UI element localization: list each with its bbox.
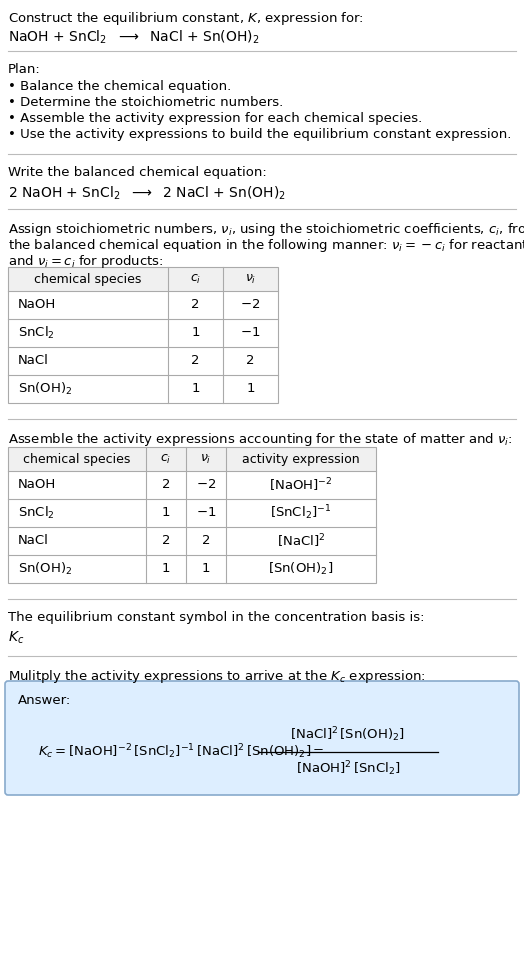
Text: 2: 2: [246, 354, 255, 367]
Text: 1: 1: [191, 326, 200, 340]
Text: $[\mathrm{NaOH}]^{-2}$: $[\mathrm{NaOH}]^{-2}$: [269, 477, 333, 494]
Text: Write the balanced chemical equation:: Write the balanced chemical equation:: [8, 166, 267, 179]
Text: 1: 1: [191, 383, 200, 395]
Text: • Determine the stoichiometric numbers.: • Determine the stoichiometric numbers.: [8, 96, 283, 109]
Text: $[\mathrm{NaOH}]^{2}\,[\mathrm{SnCl_2}]$: $[\mathrm{NaOH}]^{2}\,[\mathrm{SnCl_2}]$: [296, 760, 400, 778]
Text: Assemble the activity expressions accounting for the state of matter and $\nu_i$: Assemble the activity expressions accoun…: [8, 431, 512, 448]
Text: • Assemble the activity expression for each chemical species.: • Assemble the activity expression for e…: [8, 112, 422, 125]
Text: $c_i$: $c_i$: [190, 273, 201, 285]
Text: 1: 1: [162, 563, 170, 575]
Text: NaOH: NaOH: [18, 478, 56, 492]
Text: 1: 1: [246, 383, 255, 395]
Text: Answer:: Answer:: [18, 694, 71, 707]
Text: $\nu_i$: $\nu_i$: [200, 453, 212, 465]
Text: $[\mathrm{SnCl_2}]^{-1}$: $[\mathrm{SnCl_2}]^{-1}$: [270, 503, 332, 523]
Text: Sn(OH)$_2$: Sn(OH)$_2$: [18, 381, 72, 397]
Text: SnCl$_2$: SnCl$_2$: [18, 325, 55, 341]
Text: $[\mathrm{NaCl}]^{2}$: $[\mathrm{NaCl}]^{2}$: [277, 532, 325, 549]
Text: Assign stoichiometric numbers, $\nu_i$, using the stoichiometric coefficients, $: Assign stoichiometric numbers, $\nu_i$, …: [8, 221, 524, 238]
Text: NaOH + SnCl$_2$  $\longrightarrow$  NaCl + Sn(OH)$_2$: NaOH + SnCl$_2$ $\longrightarrow$ NaCl +…: [8, 29, 259, 46]
Bar: [8, 447, 376, 583]
Text: Plan:: Plan:: [8, 63, 41, 76]
Text: The equilibrium constant symbol in the concentration basis is:: The equilibrium constant symbol in the c…: [8, 611, 424, 624]
Text: 2: 2: [162, 535, 170, 547]
Text: Mulitply the activity expressions to arrive at the $K_c$ expression:: Mulitply the activity expressions to arr…: [8, 668, 426, 685]
Text: 2: 2: [191, 354, 200, 367]
Text: NaCl: NaCl: [18, 535, 49, 547]
Text: SnCl$_2$: SnCl$_2$: [18, 505, 55, 521]
Text: Construct the equilibrium constant, $K$, expression for:: Construct the equilibrium constant, $K$,…: [8, 10, 364, 27]
Bar: [8, 267, 278, 291]
Bar: [8, 267, 278, 403]
Text: chemical species: chemical species: [23, 453, 130, 465]
Text: $[\mathrm{NaCl}]^{2}\,[\mathrm{Sn(OH)_2}]$: $[\mathrm{NaCl}]^{2}\,[\mathrm{Sn(OH)_2}…: [290, 725, 406, 745]
Text: $-2$: $-2$: [196, 478, 216, 492]
Text: activity expression: activity expression: [242, 453, 360, 465]
Text: • Balance the chemical equation.: • Balance the chemical equation.: [8, 80, 231, 93]
Text: 2: 2: [191, 299, 200, 311]
Text: NaOH: NaOH: [18, 299, 56, 311]
Text: $[\mathrm{Sn(OH)_2}]$: $[\mathrm{Sn(OH)_2}]$: [268, 561, 334, 577]
Text: 2 NaOH + SnCl$_2$  $\longrightarrow$  2 NaCl + Sn(OH)$_2$: 2 NaOH + SnCl$_2$ $\longrightarrow$ 2 Na…: [8, 185, 286, 202]
Text: and $\nu_i = c_i$ for products:: and $\nu_i = c_i$ for products:: [8, 253, 163, 270]
Text: $\nu_i$: $\nu_i$: [245, 273, 256, 285]
Text: $-1$: $-1$: [196, 506, 216, 520]
Text: the balanced chemical equation in the following manner: $\nu_i = -c_i$ for react: the balanced chemical equation in the fo…: [8, 237, 524, 254]
Text: 2: 2: [162, 478, 170, 492]
Text: NaCl: NaCl: [18, 354, 49, 367]
FancyBboxPatch shape: [5, 681, 519, 795]
Text: $-1$: $-1$: [241, 326, 260, 340]
Text: Sn(OH)$_2$: Sn(OH)$_2$: [18, 561, 72, 577]
Text: $-2$: $-2$: [241, 299, 260, 311]
Text: 2: 2: [202, 535, 210, 547]
Bar: [8, 447, 376, 471]
Text: • Use the activity expressions to build the equilibrium constant expression.: • Use the activity expressions to build …: [8, 128, 511, 141]
Text: $K_c$: $K_c$: [8, 630, 24, 646]
Text: chemical species: chemical species: [34, 273, 141, 285]
Text: 1: 1: [162, 506, 170, 520]
Text: $K_c = [\mathrm{NaOH}]^{-2}\,[\mathrm{SnCl_2}]^{-1}\,[\mathrm{NaCl}]^{2}\,[\math: $K_c = [\mathrm{NaOH}]^{-2}\,[\mathrm{Sn…: [38, 743, 324, 762]
Text: $c_i$: $c_i$: [160, 453, 172, 465]
Text: 1: 1: [202, 563, 210, 575]
